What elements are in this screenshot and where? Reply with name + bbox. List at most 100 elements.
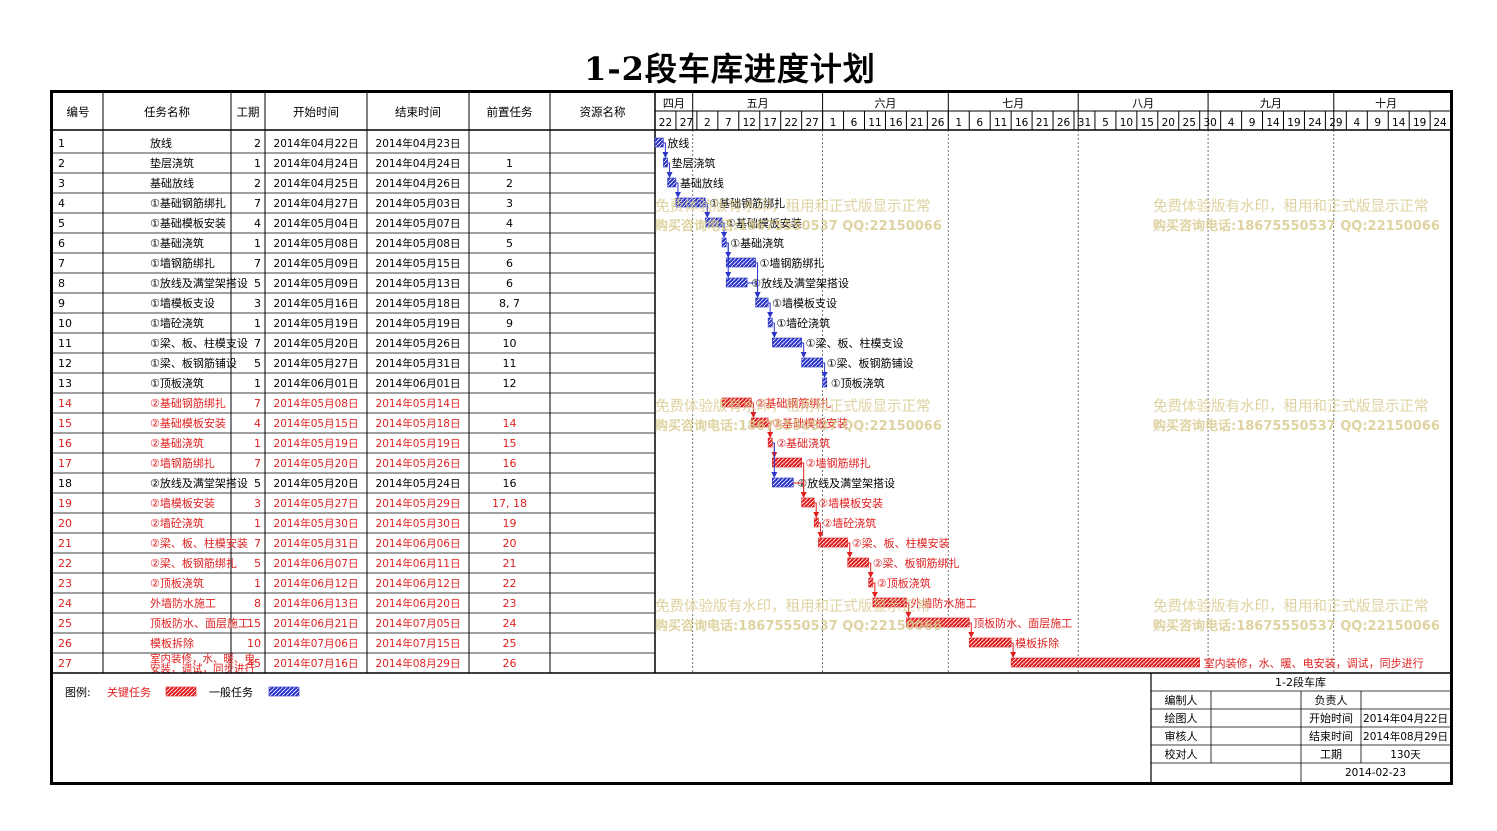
- day-tick-label: 15: [1141, 117, 1154, 129]
- task-name: 模板拆除: [150, 636, 194, 650]
- task-end: 2014年05月24日: [376, 477, 461, 490]
- gantt-bar: [868, 577, 874, 588]
- day-tick-label: 9: [1249, 117, 1256, 129]
- task-predecessor: 9: [506, 317, 513, 330]
- gantt-bar: [801, 357, 823, 368]
- task-id: 13: [58, 377, 72, 390]
- task-start: 2014年05月20日: [274, 337, 359, 350]
- task-start: 2014年05月30日: [274, 517, 359, 530]
- day-tick-label: 6: [976, 117, 983, 129]
- task-duration: 45: [247, 657, 261, 670]
- gantt-bar-label: ②梁、板、柱模安装: [852, 536, 950, 550]
- day-tick-label: 24: [1433, 117, 1447, 129]
- legend-normal-label: 一般任务: [209, 686, 253, 699]
- page-title: 1-2段车库进度计划: [584, 50, 876, 88]
- task-predecessor: 2: [506, 177, 513, 190]
- task-predecessor: 3: [506, 197, 513, 210]
- day-tick-label: 11: [868, 117, 881, 129]
- gantt-bar-label: 室内装修，水、暖、电安装，调试，同步进行: [1204, 656, 1424, 670]
- dependency-arrow: [662, 142, 669, 158]
- gantt-bar-label: ①梁、板、柱模支设: [806, 336, 904, 350]
- day-tick-label: 6: [851, 117, 858, 129]
- gantt-bar: [755, 297, 769, 308]
- task-start: 2014年05月20日: [274, 477, 359, 490]
- task-id: 5: [58, 217, 65, 230]
- gantt-bar-label: ②梁、板钢筋绑扎: [873, 556, 960, 570]
- task-end: 2014年05月18日: [376, 417, 461, 430]
- info-date: 2014-02-23: [1345, 767, 1406, 779]
- task-name: 基础放线: [150, 176, 194, 190]
- task-duration: 1: [254, 517, 261, 530]
- task-name: ②顶板浇筑: [150, 576, 204, 590]
- task-id: 19: [58, 497, 72, 510]
- day-tick-label: 5: [1102, 117, 1109, 129]
- task-duration: 2: [254, 177, 261, 190]
- watermark-line: 购买咨询电话:18675550537 QQ:22150066: [1153, 218, 1440, 234]
- task-predecessor: 17, 18: [492, 497, 527, 510]
- gantt-bar-label: ②基础浇筑: [776, 436, 830, 450]
- gantt-bar-label: ②基础模板安装: [772, 416, 848, 430]
- gantt-bar-label: 顶板防水、面层施工: [973, 616, 1072, 630]
- day-tick-label: 26: [1057, 117, 1071, 129]
- gantt-bar: [772, 457, 802, 468]
- legend-normal-swatch: [268, 686, 300, 697]
- day-tick-label: 21: [910, 117, 923, 129]
- task-duration: 8: [254, 597, 261, 610]
- task-start: 2014年06月07日: [274, 557, 359, 570]
- task-predecessor: 14: [503, 417, 517, 430]
- task-predecessor: 20: [503, 537, 517, 550]
- task-name: ②墙模板安装: [150, 496, 215, 510]
- task-id: 24: [58, 597, 72, 610]
- watermark-line: 购买咨询电话:18675550537 QQ:22150066: [1153, 418, 1440, 434]
- day-tick-label: 2: [704, 117, 711, 129]
- task-start: 2014年04月25日: [274, 177, 359, 190]
- task-duration: 15: [247, 617, 261, 630]
- task-predecessor: 23: [503, 597, 517, 610]
- dependency-arrow: [725, 242, 732, 278]
- task-duration: 1: [254, 237, 261, 250]
- task-name: ②基础浇筑: [150, 436, 204, 450]
- task-duration: 7: [254, 397, 261, 410]
- day-tick-label: 29: [1329, 117, 1342, 129]
- dependency-arrow: [793, 482, 807, 498]
- gantt-bar-label: ①基础模板安装: [726, 216, 802, 230]
- task-duration: 10: [247, 637, 261, 650]
- task-duration: 4: [254, 217, 261, 230]
- task-end: 2014年05月31日: [376, 357, 461, 370]
- day-tick-label: 24: [1308, 117, 1322, 129]
- gantt-bar-label: ②顶板浇筑: [877, 576, 931, 590]
- gantt-bar: [721, 237, 727, 248]
- task-end: 2014年05月30日: [376, 517, 461, 530]
- task-start: 2014年07月06日: [274, 637, 359, 650]
- task-duration: 5: [254, 477, 261, 490]
- gantt-bar: [667, 177, 677, 188]
- task-id: 23: [58, 577, 72, 590]
- gantt-bar: [663, 157, 668, 168]
- task-name: ①顶板浇筑: [150, 376, 204, 390]
- task-name: ②基础模板安装: [150, 416, 226, 430]
- day-tick-label: 9: [1374, 117, 1381, 129]
- task-end: 2014年04月24日: [376, 157, 461, 170]
- dependency-arrow: [846, 542, 853, 558]
- task-id: 18: [58, 477, 72, 490]
- month-label: 九月: [1260, 97, 1282, 110]
- gantt-bar-label: 放线: [667, 136, 689, 150]
- task-id: 15: [58, 417, 72, 430]
- gantt-bar: [847, 557, 869, 568]
- gantt-bar: [654, 137, 664, 148]
- dependency-arrow: [721, 222, 728, 238]
- gantt-bar: [725, 277, 748, 288]
- task-end: 2014年05月07日: [376, 217, 461, 230]
- task-name: 顶板防水、面层施工: [150, 616, 249, 630]
- day-tick-label: 7: [725, 117, 732, 129]
- dependency-arrow: [867, 562, 874, 578]
- info-value: 2014年08月29日: [1363, 730, 1448, 743]
- gantt-bar-label: ②墙钢筋绑扎: [806, 456, 871, 470]
- task-predecessor: 22: [503, 577, 517, 590]
- task-duration: 3: [254, 497, 261, 510]
- task-end: 2014年04月26日: [376, 177, 461, 190]
- task-start: 2014年04月27日: [274, 197, 359, 210]
- day-tick-label: 21: [1036, 117, 1049, 129]
- watermark-line: 免费体验版有水印，租用和正式版显示正常: [655, 398, 931, 415]
- task-start: 2014年04月24日: [274, 157, 359, 170]
